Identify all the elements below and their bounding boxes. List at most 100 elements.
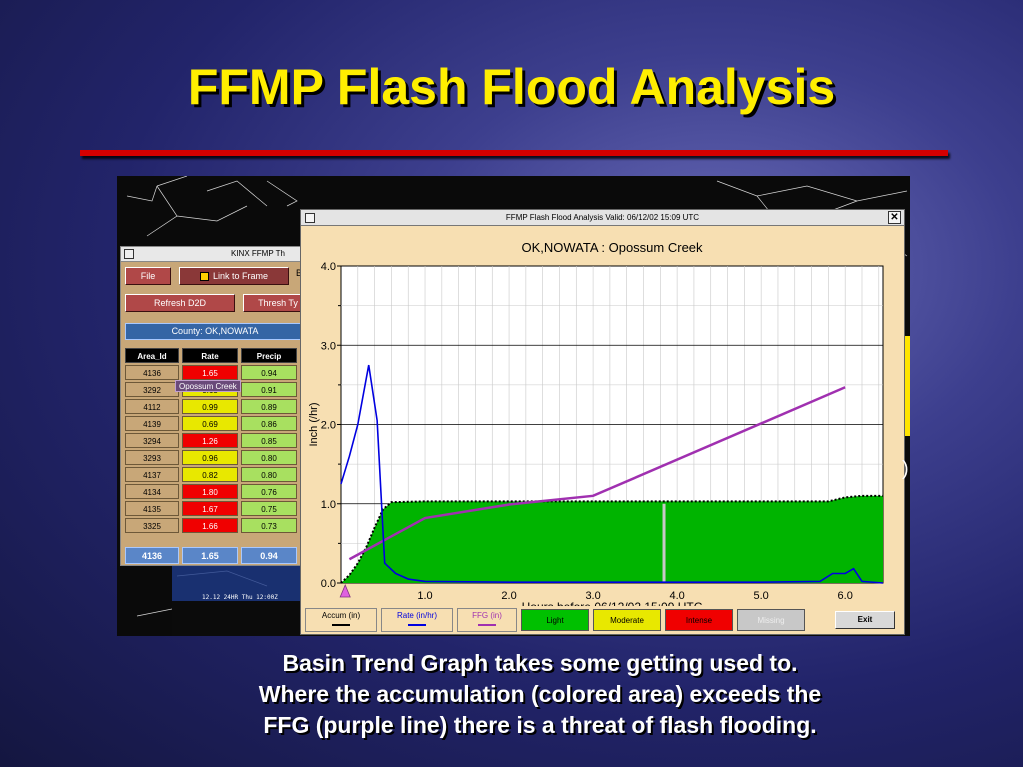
y-axis-label: Inch (/hr) xyxy=(308,402,320,446)
rate-line xyxy=(340,364,884,584)
legend-accum-label: Accum (in) xyxy=(321,611,361,620)
legend-accum-swatch xyxy=(332,624,350,626)
basin-tooltip: Opossum Creek xyxy=(175,380,241,392)
x-axis-label: Hours before 06/12/02 15:09 UTC xyxy=(522,600,703,606)
close-icon[interactable]: ✕ xyxy=(888,211,901,224)
row-area-id[interactable]: 4112 xyxy=(125,399,179,414)
legend-moderate-button[interactable]: Moderate xyxy=(593,609,661,631)
table-row[interactable]: 4112 0.99 0.89 xyxy=(125,398,315,415)
row-rate[interactable]: 1.26 xyxy=(182,433,238,448)
x-tick-label: 3.0 xyxy=(585,590,600,602)
ffmp-table-titlebar[interactable]: KINX FFMP Th xyxy=(121,247,309,262)
row-area-id[interactable]: 4134 xyxy=(125,484,179,499)
legend-rate-swatch xyxy=(408,624,426,626)
table-row[interactable]: 3293 0.96 0.80 xyxy=(125,449,315,466)
caption-line-1: Basin Trend Graph takes some getting use… xyxy=(282,650,798,676)
legend-light-button[interactable]: Light xyxy=(521,609,589,631)
graph-legend: Accum (in) Rate (in/hr) FFG (in) Light M… xyxy=(301,606,904,634)
row-area-id[interactable]: 3293 xyxy=(125,450,179,465)
table-row[interactable]: 4139 0.69 0.86 xyxy=(125,415,315,432)
row-area-id[interactable]: 3292 xyxy=(125,382,179,397)
summary-rate[interactable]: 1.65 xyxy=(182,547,238,564)
column-header-area-id[interactable]: Area_Id xyxy=(125,348,179,363)
file-menu-button[interactable]: File xyxy=(125,267,171,285)
ffmp-table-title: KINX FFMP Th xyxy=(231,249,285,258)
table-row[interactable]: 4136 1.65 0.94 xyxy=(125,364,315,381)
row-area-id[interactable]: 4135 xyxy=(125,501,179,516)
graph-window-title: FFMP Flash Flood Analysis Valid: 06/12/0… xyxy=(505,213,700,222)
y-tick-label: 0.0 xyxy=(321,578,336,590)
table-row[interactable]: 4134 1.80 0.76 xyxy=(125,483,315,500)
legend-rate-label: Rate (in/hr) xyxy=(396,611,437,620)
row-precip[interactable]: 0.76 xyxy=(241,484,297,499)
basin-trend-graph-window: FFMP Flash Flood Analysis Valid: 06/12/0… xyxy=(300,209,905,635)
time-marker-triangle xyxy=(339,583,351,598)
summary-precip[interactable]: 0.94 xyxy=(241,547,297,564)
row-rate[interactable]: 0.69 xyxy=(182,416,238,431)
partial-glyph: ) xyxy=(902,458,909,480)
x-tick-label: 5.0 xyxy=(754,590,769,602)
row-precip[interactable]: 0.73 xyxy=(241,518,297,533)
summary-row[interactable]: 4136 1.65 0.94 xyxy=(125,547,315,565)
row-area-id[interactable]: 4136 xyxy=(125,365,179,380)
basin-table: Area_Id Rate Precip 41361.650.9432920.65… xyxy=(125,347,315,534)
row-precip[interactable]: 0.89 xyxy=(241,399,297,414)
y-tick-label: 2.0 xyxy=(321,420,336,432)
county-label[interactable]: County: OK,NOWATA xyxy=(125,323,305,340)
column-header-rate[interactable]: Rate xyxy=(182,348,238,363)
row-precip[interactable]: 0.86 xyxy=(241,416,297,431)
row-rate[interactable]: 1.65 xyxy=(182,365,238,380)
summary-area-id[interactable]: 4136 xyxy=(125,547,179,564)
row-area-id[interactable]: 4137 xyxy=(125,467,179,482)
row-precip[interactable]: 0.80 xyxy=(241,450,297,465)
chart-title: OK,NOWATA : Opossum Creek xyxy=(521,240,703,255)
awips-screenshot: 12.12 24HR Thu 12:00Z KINX FFMP Th File … xyxy=(117,176,910,636)
accum-area xyxy=(341,495,883,583)
basin-trend-chart: OK,NOWATA : Opossum Creek 0.0 1.0 2.0 3.0 4.0… xyxy=(308,240,884,606)
legend-intense-button[interactable]: Intense xyxy=(665,609,733,631)
column-header-precip[interactable]: Precip xyxy=(241,348,297,363)
graph-window-menu-button[interactable] xyxy=(305,213,315,223)
table-row[interactable]: 4137 0.82 0.80 xyxy=(125,466,315,483)
caption-line-2: Where the accumulation (colored area) ex… xyxy=(258,681,822,707)
slide-title: FFMP Flash Flood Analysis xyxy=(187,59,836,115)
row-rate[interactable]: 0.96 xyxy=(182,450,238,465)
row-precip[interactable]: 0.85 xyxy=(241,433,297,448)
exit-button[interactable]: Exit xyxy=(835,611,895,629)
legend-missing-button[interactable]: Missing xyxy=(737,609,805,631)
row-precip[interactable]: 0.75 xyxy=(241,501,297,516)
refresh-d2d-button[interactable]: Refresh D2D xyxy=(125,294,235,312)
window-menu-button[interactable] xyxy=(124,249,134,259)
row-rate[interactable]: 1.80 xyxy=(182,484,238,499)
link-to-frame-button[interactable]: Link to Frame xyxy=(179,267,289,285)
row-rate[interactable]: 0.99 xyxy=(182,399,238,414)
y-tick-label: 4.0 xyxy=(321,261,336,273)
legend-ffg: FFG (in) xyxy=(457,608,517,632)
table-row[interactable]: 3294 1.26 0.85 xyxy=(125,432,315,449)
x-tick-label: 6.0 xyxy=(838,590,853,602)
x-tick-label: 4.0 xyxy=(669,590,684,602)
row-rate[interactable]: 0.82 xyxy=(182,467,238,482)
title-underline xyxy=(80,150,948,156)
table-body: 41361.650.9432920.650.9141120.990.894139… xyxy=(125,364,315,534)
graph-window-titlebar[interactable]: FFMP Flash Flood Analysis Valid: 06/12/0… xyxy=(301,210,904,226)
missing-data-bar xyxy=(662,503,666,583)
row-rate[interactable]: 1.67 xyxy=(182,501,238,516)
x-tick-label: 2.0 xyxy=(501,590,516,602)
table-row[interactable]: 4135 1.67 0.75 xyxy=(125,500,315,517)
table-row[interactable]: 3325 1.66 0.73 xyxy=(125,517,315,534)
slide-caption: Basin Trend Graph takes some getting use… xyxy=(160,648,920,741)
row-precip[interactable]: 0.80 xyxy=(241,467,297,482)
row-area-id[interactable]: 4139 xyxy=(125,416,179,431)
link-to-frame-label: Link to Frame xyxy=(212,271,269,281)
table-header: Area_Id Rate Precip xyxy=(125,347,315,364)
row-area-id[interactable]: 3294 xyxy=(125,433,179,448)
row-area-id[interactable]: 3325 xyxy=(125,518,179,533)
x-tick-label: 1.0 xyxy=(417,590,432,602)
row-rate[interactable]: 1.66 xyxy=(182,518,238,533)
legend-ffg-label: FFG (in) xyxy=(472,611,502,620)
row-precip[interactable]: 0.91 xyxy=(241,382,297,397)
row-precip[interactable]: 0.94 xyxy=(241,365,297,380)
menu-fragment-b: B xyxy=(296,268,303,278)
y-tick-label: 3.0 xyxy=(321,340,336,352)
